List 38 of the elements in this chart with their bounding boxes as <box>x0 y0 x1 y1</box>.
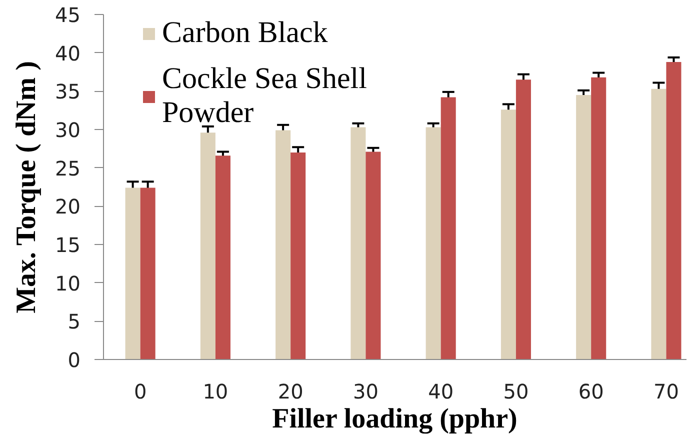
bar <box>140 188 156 360</box>
bar <box>516 80 531 360</box>
legend-label: Carbon Black <box>162 16 328 50</box>
bar <box>426 127 441 360</box>
bar <box>200 132 216 360</box>
y-tick-label: 40 <box>55 41 81 66</box>
bar <box>350 127 366 360</box>
bar <box>215 156 230 360</box>
x-tick-label: 70 <box>653 380 679 404</box>
bar <box>591 77 606 360</box>
y-tick-label: 15 <box>55 233 81 257</box>
x-axis-title: Filler loading (pphr) <box>272 404 518 434</box>
x-tick-label: 50 <box>503 380 529 404</box>
bar <box>276 130 291 360</box>
y-tick-label: 10 <box>55 271 81 296</box>
bar <box>651 88 666 360</box>
x-tick-label: 10 <box>202 380 228 404</box>
bar <box>366 152 381 360</box>
bar <box>576 95 592 360</box>
legend-label: Cockle Sea Shell Powder <box>162 62 367 130</box>
y-tick-label: 45 <box>55 3 81 27</box>
y-tick-label: 35 <box>55 80 81 104</box>
x-tick-label: 0 <box>134 380 147 404</box>
y-tick-label: 25 <box>55 156 81 180</box>
x-tick-label: 20 <box>278 380 304 404</box>
bar <box>440 97 456 360</box>
bar <box>125 188 140 360</box>
y-tick-label: 0 <box>68 348 81 372</box>
x-tick-label: 40 <box>428 380 454 404</box>
x-tick-label: 30 <box>352 380 378 404</box>
bar <box>666 62 682 360</box>
bar <box>290 152 306 360</box>
x-tick-label: 60 <box>578 380 604 404</box>
bar <box>500 110 516 360</box>
y-tick-label: 5 <box>68 310 81 334</box>
y-tick-label: 30 <box>55 118 81 142</box>
y-axis-title: Max. Torque ( dNm ) <box>11 61 42 314</box>
y-tick-label: 20 <box>55 194 81 219</box>
